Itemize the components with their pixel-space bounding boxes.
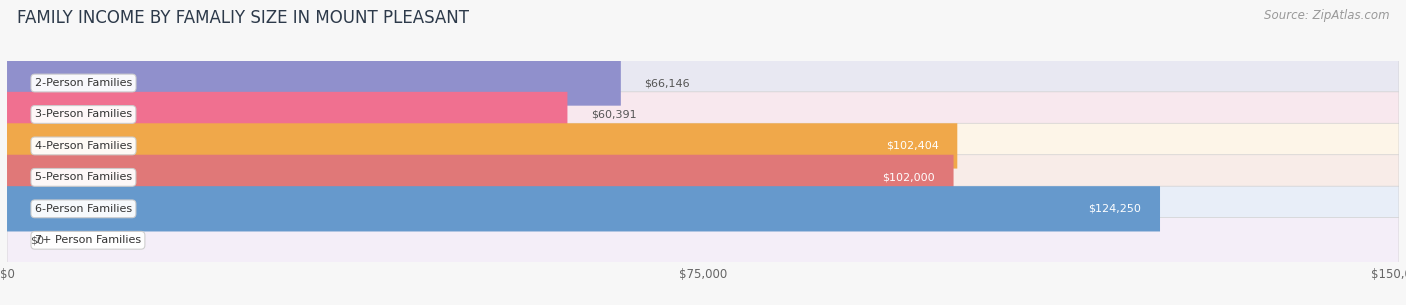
Text: $66,146: $66,146 (644, 78, 690, 88)
Text: FAMILY INCOME BY FAMALIY SIZE IN MOUNT PLEASANT: FAMILY INCOME BY FAMALIY SIZE IN MOUNT P… (17, 9, 468, 27)
Text: $60,391: $60,391 (591, 109, 637, 120)
Text: $102,000: $102,000 (883, 172, 935, 182)
FancyBboxPatch shape (7, 155, 1399, 200)
FancyBboxPatch shape (7, 186, 1160, 231)
FancyBboxPatch shape (7, 60, 1399, 106)
FancyBboxPatch shape (7, 186, 1399, 231)
FancyBboxPatch shape (7, 92, 1399, 137)
FancyBboxPatch shape (7, 123, 1399, 169)
Text: 2-Person Families: 2-Person Families (35, 78, 132, 88)
Text: Source: ZipAtlas.com: Source: ZipAtlas.com (1264, 9, 1389, 22)
Text: 5-Person Families: 5-Person Families (35, 172, 132, 182)
FancyBboxPatch shape (7, 92, 568, 137)
Text: 4-Person Families: 4-Person Families (35, 141, 132, 151)
Text: $124,250: $124,250 (1088, 204, 1142, 214)
Text: $0: $0 (31, 235, 44, 245)
Text: $102,404: $102,404 (886, 141, 939, 151)
FancyBboxPatch shape (7, 60, 621, 106)
Text: 6-Person Families: 6-Person Families (35, 204, 132, 214)
Text: 7+ Person Families: 7+ Person Families (35, 235, 141, 245)
Text: 3-Person Families: 3-Person Families (35, 109, 132, 120)
FancyBboxPatch shape (7, 218, 1399, 263)
FancyBboxPatch shape (7, 155, 953, 200)
FancyBboxPatch shape (7, 123, 957, 169)
